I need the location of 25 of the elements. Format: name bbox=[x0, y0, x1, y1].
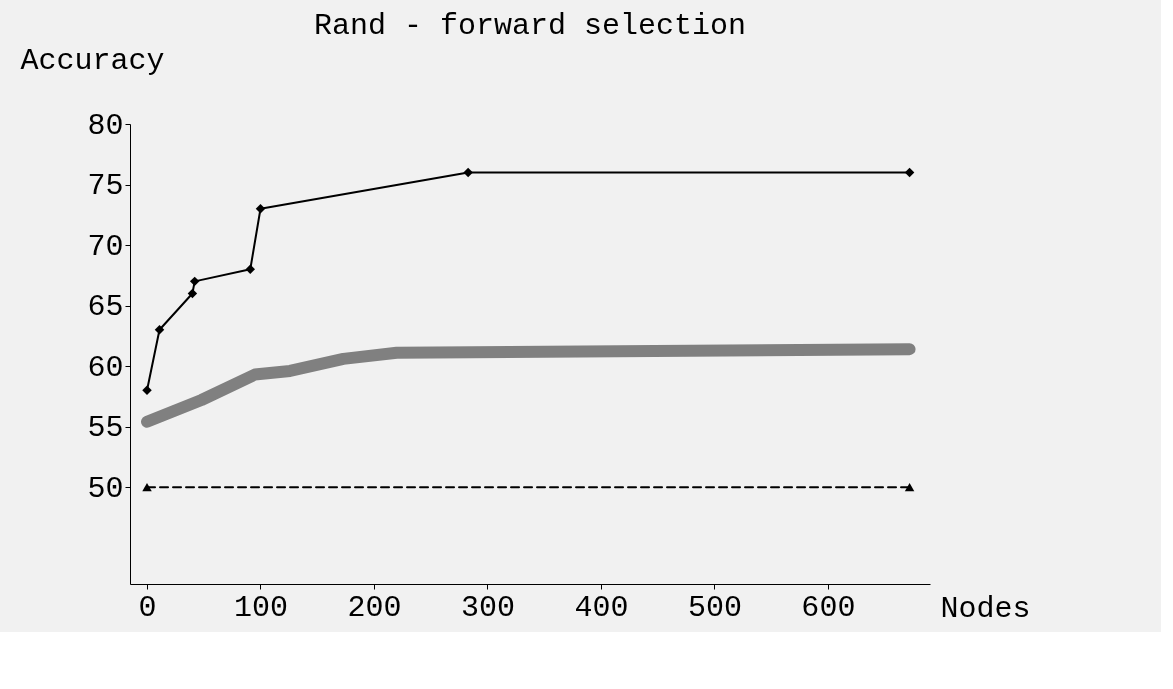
y-tick-label: 65 bbox=[87, 290, 124, 325]
x-tick-label: 100 bbox=[233, 590, 288, 625]
y-tick-label: 80 bbox=[87, 108, 124, 143]
point bbox=[463, 167, 473, 178]
y-tick-label: 60 bbox=[87, 350, 124, 385]
y-tick-label: 55 bbox=[87, 411, 124, 446]
x-tick-label: 400 bbox=[574, 590, 629, 625]
x-axis-title: Nodes bbox=[940, 591, 1031, 626]
x-tick-label: 600 bbox=[801, 590, 856, 625]
chart-title: Rand - forward selection bbox=[313, 9, 747, 43]
y-tick-label: 75 bbox=[87, 169, 124, 204]
point bbox=[189, 276, 200, 287]
x-tick-label: 500 bbox=[687, 590, 742, 625]
point bbox=[187, 288, 198, 299]
x-tick-label: 200 bbox=[347, 590, 402, 625]
point bbox=[904, 167, 915, 178]
point bbox=[154, 325, 165, 335]
point bbox=[255, 203, 266, 214]
point bbox=[245, 264, 256, 275]
y-tick-label: 50 bbox=[87, 471, 124, 506]
x-tick-label: 0 bbox=[138, 590, 157, 625]
y-tick-label: 70 bbox=[87, 229, 124, 264]
point bbox=[142, 385, 152, 396]
x-tick-label: 300 bbox=[460, 590, 515, 625]
y-axis-title: Accuracy bbox=[20, 43, 165, 78]
